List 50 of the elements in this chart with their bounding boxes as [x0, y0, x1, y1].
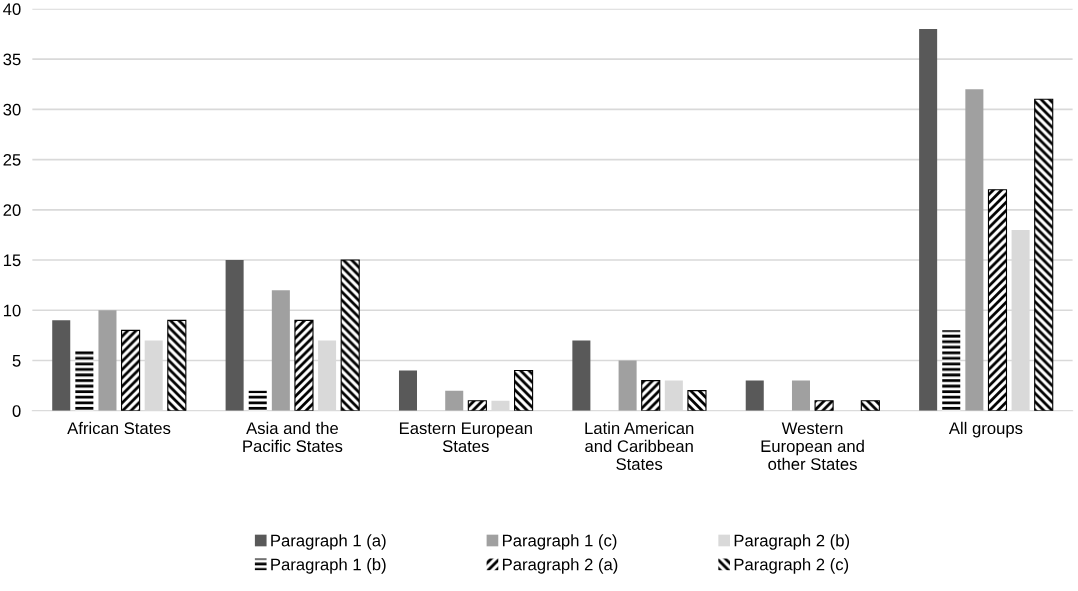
x-tick-label: Eastern European States [399, 422, 532, 453]
bar [814, 400, 834, 411]
y-tick-label: 35 [3, 53, 21, 66]
bar [98, 310, 117, 411]
y-tick-label: 5 [12, 355, 21, 367]
bar [491, 400, 510, 411]
y-tick-label: 40 [3, 3, 21, 16]
x-tick-label: All groups [948, 421, 1023, 438]
bar [167, 319, 187, 411]
bar [745, 380, 764, 411]
x-tick-label: African States [67, 421, 171, 435]
bar [791, 380, 810, 411]
bar [294, 319, 314, 411]
legend-label: Paragraph 2 (b) [734, 534, 850, 550]
x-tick-label: Western European and other States [761, 422, 864, 470]
y-tick-label: 30 [3, 103, 21, 116]
bar [641, 380, 661, 411]
bar [965, 89, 984, 411]
bar [572, 340, 591, 411]
bar [687, 390, 707, 411]
bar [514, 370, 534, 411]
legend-label: Paragraph 1 (a) [271, 534, 386, 550]
bar [248, 390, 267, 411]
bar [445, 390, 464, 411]
y-tick-label: 0 [12, 405, 21, 417]
bar [618, 360, 637, 411]
bar [225, 260, 244, 411]
bar [52, 320, 71, 411]
bar [1034, 98, 1054, 411]
bar [75, 350, 94, 411]
y-tick-label: 20 [3, 204, 21, 217]
y-tick-label: 25 [3, 153, 21, 166]
legend-label: Paragraph 1 (c) [502, 534, 617, 550]
x-tick-label: Latin American and Caribbean States [585, 421, 694, 470]
bar [467, 400, 487, 411]
bar [121, 329, 141, 411]
legend-label: Paragraph 2 (c) [734, 558, 849, 574]
bar [919, 28, 938, 411]
y-tick-label: 15 [3, 254, 21, 267]
bar [942, 330, 961, 411]
bar [340, 259, 360, 411]
bar [860, 400, 880, 411]
bar [664, 380, 683, 411]
x-tick-label: Asia and the Pacific States [243, 421, 343, 453]
y-tick-label: 10 [3, 304, 21, 317]
bar [271, 290, 290, 411]
bar [398, 370, 418, 411]
legend-label: Paragraph 1 (b) [271, 558, 386, 574]
bar [987, 189, 1008, 411]
legend-label: Paragraph 2 (a) [502, 558, 618, 574]
